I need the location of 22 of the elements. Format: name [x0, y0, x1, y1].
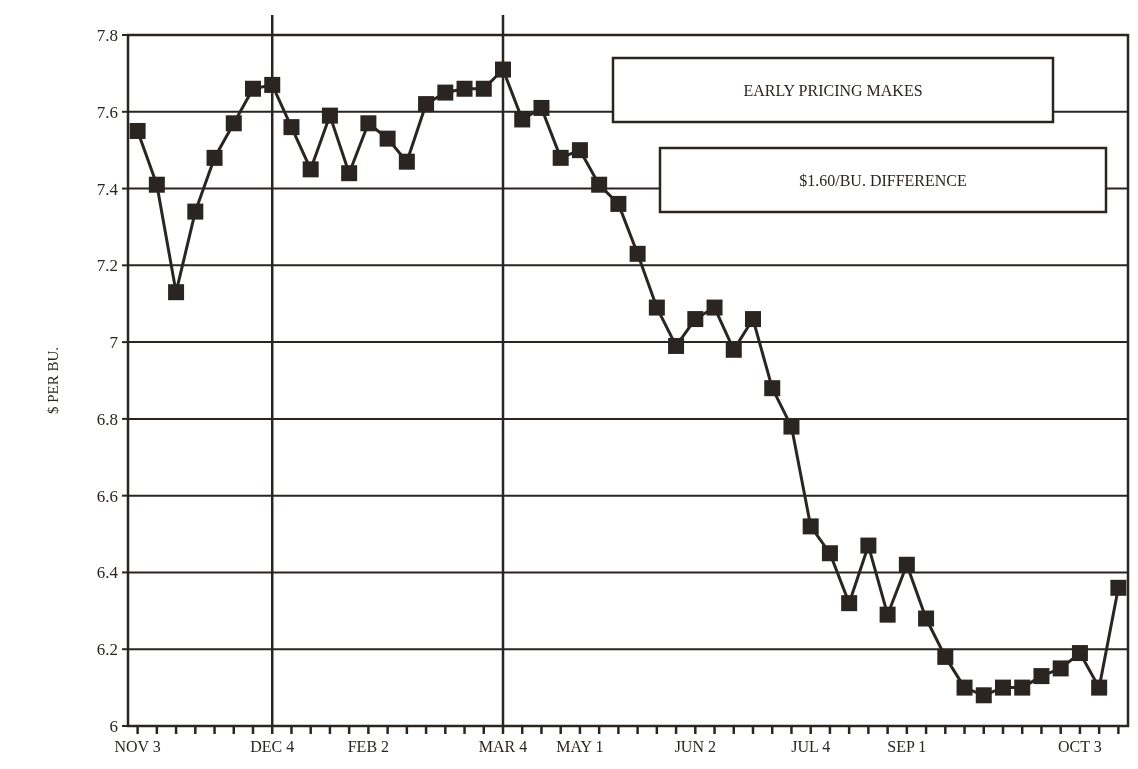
- y-tick-label: 7.8: [96, 25, 118, 45]
- x-tick-label: FEB 2: [347, 738, 390, 755]
- y-tick-label: 6.4: [96, 563, 119, 583]
- annotation: $1.60/BU. DIFFERENCE: [799, 171, 967, 189]
- x-tick-label: NOV 3: [114, 738, 161, 755]
- annotation: EARLY PRICING MAKES: [743, 81, 923, 99]
- y-tick-label: 7.2: [96, 256, 118, 276]
- y-tick-label: 6.2: [96, 640, 118, 660]
- x-tick-label: JUN 2: [674, 738, 716, 755]
- y-tick-label: 6.6: [96, 486, 118, 506]
- y-tick-label: 7.4: [96, 179, 119, 199]
- x-tick-label: JUL 4: [791, 738, 831, 755]
- y-tick-label: 6: [109, 716, 118, 736]
- x-tick-label: DEC 4: [250, 738, 295, 755]
- x-tick-label: OCT 3: [1058, 738, 1102, 755]
- x-tick-label: MAR 4: [478, 738, 528, 755]
- x-tick-label: MAY 1: [556, 738, 604, 755]
- y-tick-label: 7.6: [96, 102, 118, 122]
- y-tick-label: 6.8: [96, 409, 118, 429]
- y-axis-title: $ PER BU.: [45, 346, 61, 415]
- x-tick-label: SEP 1: [887, 738, 927, 755]
- y-tick-label: 7: [109, 333, 119, 353]
